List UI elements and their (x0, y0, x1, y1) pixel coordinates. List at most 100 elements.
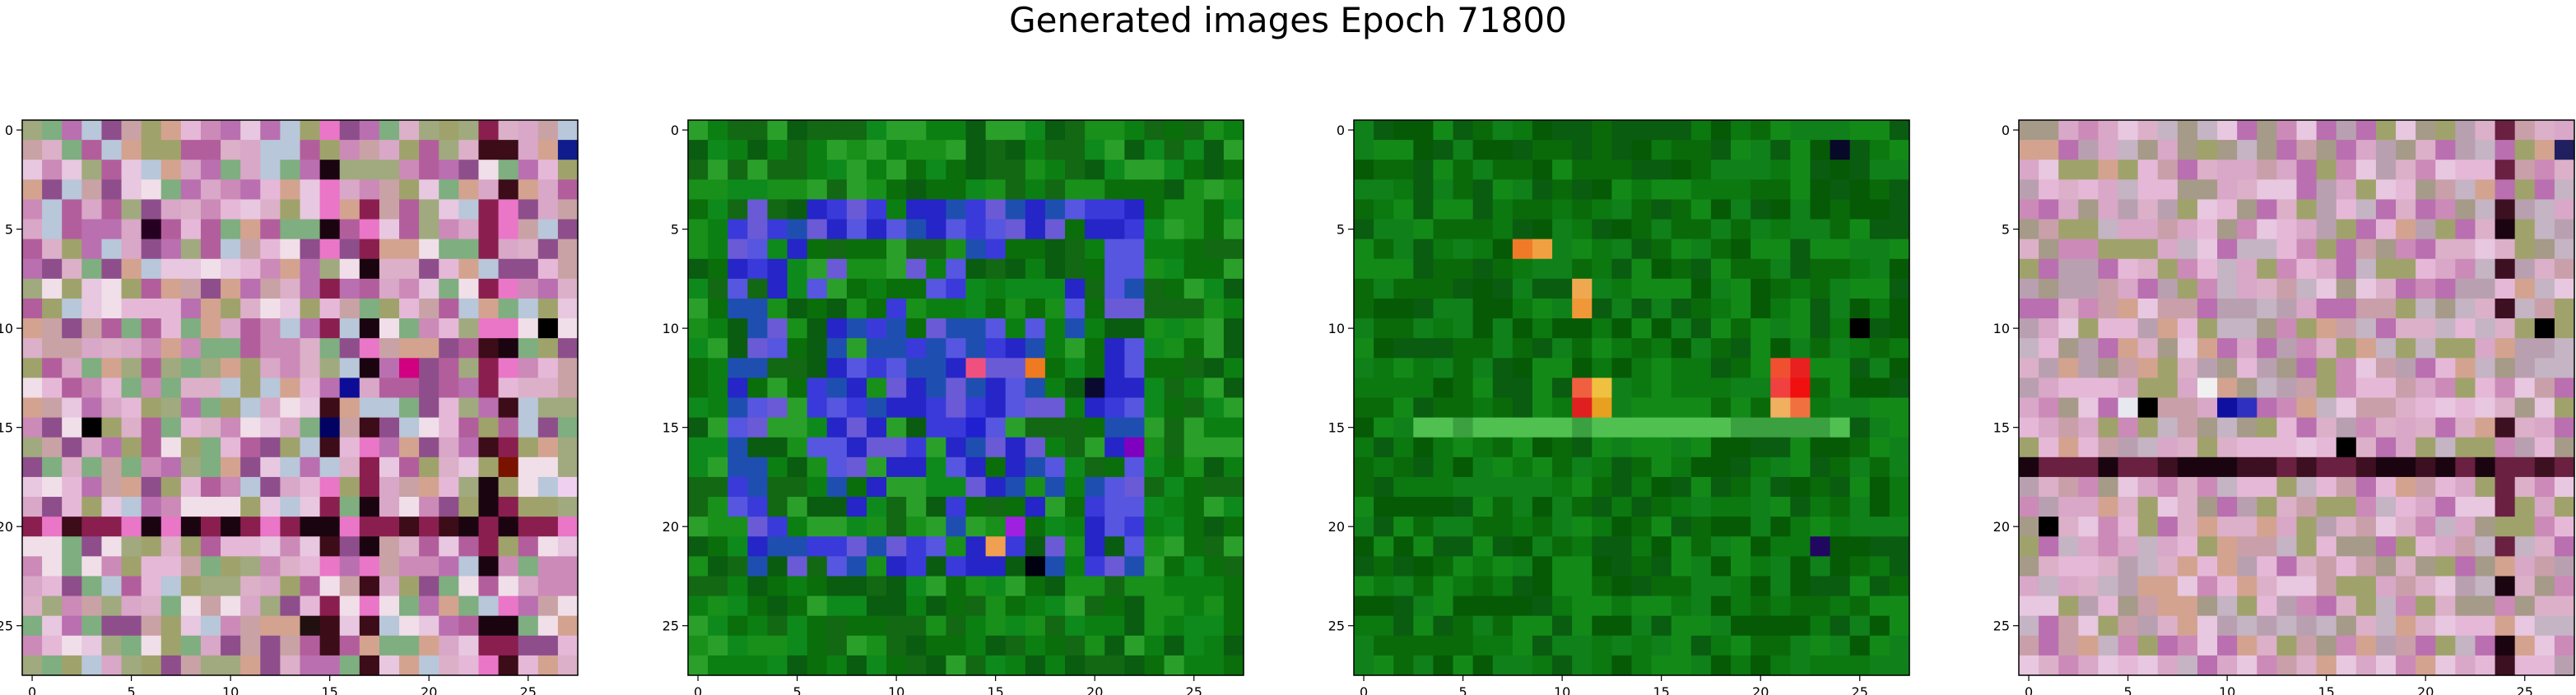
pixel-cell (1651, 160, 1672, 180)
pixel-cell (2514, 358, 2536, 378)
pixel-cell (339, 278, 360, 299)
pixel-cell (1889, 239, 1910, 260)
pixel-cell (1044, 417, 1066, 438)
pixel-cell (2177, 635, 2198, 656)
pixel-cell (240, 318, 261, 339)
pixel-cell (946, 199, 967, 220)
pixel-cell (537, 497, 559, 517)
pixel-cell (886, 655, 907, 676)
pixel-cell (319, 437, 341, 458)
pixel-cell (1223, 179, 1244, 201)
pixel-cell (1413, 338, 1434, 359)
pixel-cell (379, 556, 400, 577)
pixel-cell (240, 476, 261, 498)
pixel-cell (1869, 576, 1890, 597)
pixel-cell (101, 140, 123, 160)
pixel-cell (1065, 278, 1086, 299)
pixel-cell (2455, 536, 2476, 557)
pixel-cell (1810, 397, 1831, 419)
pixel-cell (221, 497, 241, 517)
pixel-cell (1472, 278, 1494, 299)
pixel-cell (1044, 556, 1066, 577)
pixel-cell (2118, 556, 2139, 577)
pixel-cell (2257, 120, 2277, 141)
pixel-cell (2237, 576, 2257, 597)
pixel-cell (1849, 298, 1871, 319)
pixel-cell (1710, 437, 1732, 458)
pixel-cell (1552, 258, 1573, 280)
pixel-cell (2355, 358, 2377, 378)
pixel-cell (2058, 140, 2079, 160)
pixel-cell (498, 615, 519, 637)
pixel-cell (767, 635, 788, 656)
pixel-cell (1810, 615, 1831, 637)
pixel-cell (339, 358, 360, 378)
pixel-cell (1572, 219, 1593, 240)
pixel-cell (1869, 239, 1890, 260)
pixel-cell (339, 517, 360, 537)
pixel-cell (1710, 258, 1732, 280)
pixel-cell (2058, 378, 2079, 399)
pixel-cell (1631, 576, 1653, 597)
pixel-cell (1164, 517, 1185, 537)
pixel-cell (1223, 556, 1244, 577)
pixel-cell (300, 358, 321, 378)
pixel-cell (965, 298, 987, 319)
pixel-cell (419, 199, 439, 220)
pixel-cell (1492, 219, 1514, 240)
pixel-cell (826, 120, 848, 141)
pixel-cell (537, 456, 559, 478)
pixel-cell (2019, 655, 2039, 676)
pixel-cell (2455, 417, 2476, 438)
pixel-cell (1374, 437, 1394, 458)
pixel-cell (1453, 655, 1474, 676)
pixel-cell (2396, 456, 2416, 478)
pixel-cell (866, 378, 887, 399)
pixel-cell (708, 437, 728, 458)
pixel-cell (1849, 437, 1871, 458)
pixel-cell (2554, 595, 2575, 617)
pixel-cell (2495, 497, 2516, 517)
y-tick-label: 25 (1328, 619, 1345, 634)
pixel-cell (2514, 615, 2536, 637)
pixel-cell (1085, 358, 1105, 378)
pixel-cell (2355, 536, 2377, 557)
pixel-cell (807, 219, 828, 240)
pixel-cell (2375, 456, 2397, 478)
pixel-cell (62, 140, 82, 160)
pixel-cell (1144, 556, 1165, 577)
pixel-cell (1044, 655, 1066, 676)
pixel-cell (141, 378, 162, 399)
pixel-cell (2118, 595, 2139, 617)
pixel-cell (2336, 378, 2357, 399)
pixel-cell (1572, 635, 1593, 656)
pixel-cell (2019, 615, 2039, 637)
pixel-cell (2157, 239, 2178, 260)
pixel-cell (1005, 615, 1026, 637)
pixel-cell (101, 536, 123, 557)
pixel-cell (1790, 635, 1811, 656)
pixel-cell (101, 556, 123, 577)
pixel-cell (2355, 278, 2377, 299)
pixel-cell (458, 338, 480, 359)
pixel-cell (1849, 417, 1871, 438)
pixel-cell (379, 655, 400, 676)
pixel-cell (1354, 615, 1374, 637)
pixel-cell (419, 476, 439, 498)
pixel-cell (2316, 576, 2337, 597)
pixel-cell (2495, 378, 2516, 399)
pixel-cell (767, 318, 788, 339)
pixel-cell (2257, 456, 2277, 478)
pixel-cell (1203, 239, 1225, 260)
pixel-cell (319, 655, 341, 676)
pixel-cell (1611, 199, 1633, 220)
pixel-cell (2554, 456, 2575, 478)
pixel-cell (1065, 615, 1086, 637)
pixel-cell (826, 358, 848, 378)
pixel-cell (1889, 140, 1910, 160)
pixel-cell (42, 278, 63, 299)
pixel-cell (419, 239, 439, 260)
pixel-cell (926, 456, 946, 478)
pixel-cell (1433, 199, 1454, 220)
